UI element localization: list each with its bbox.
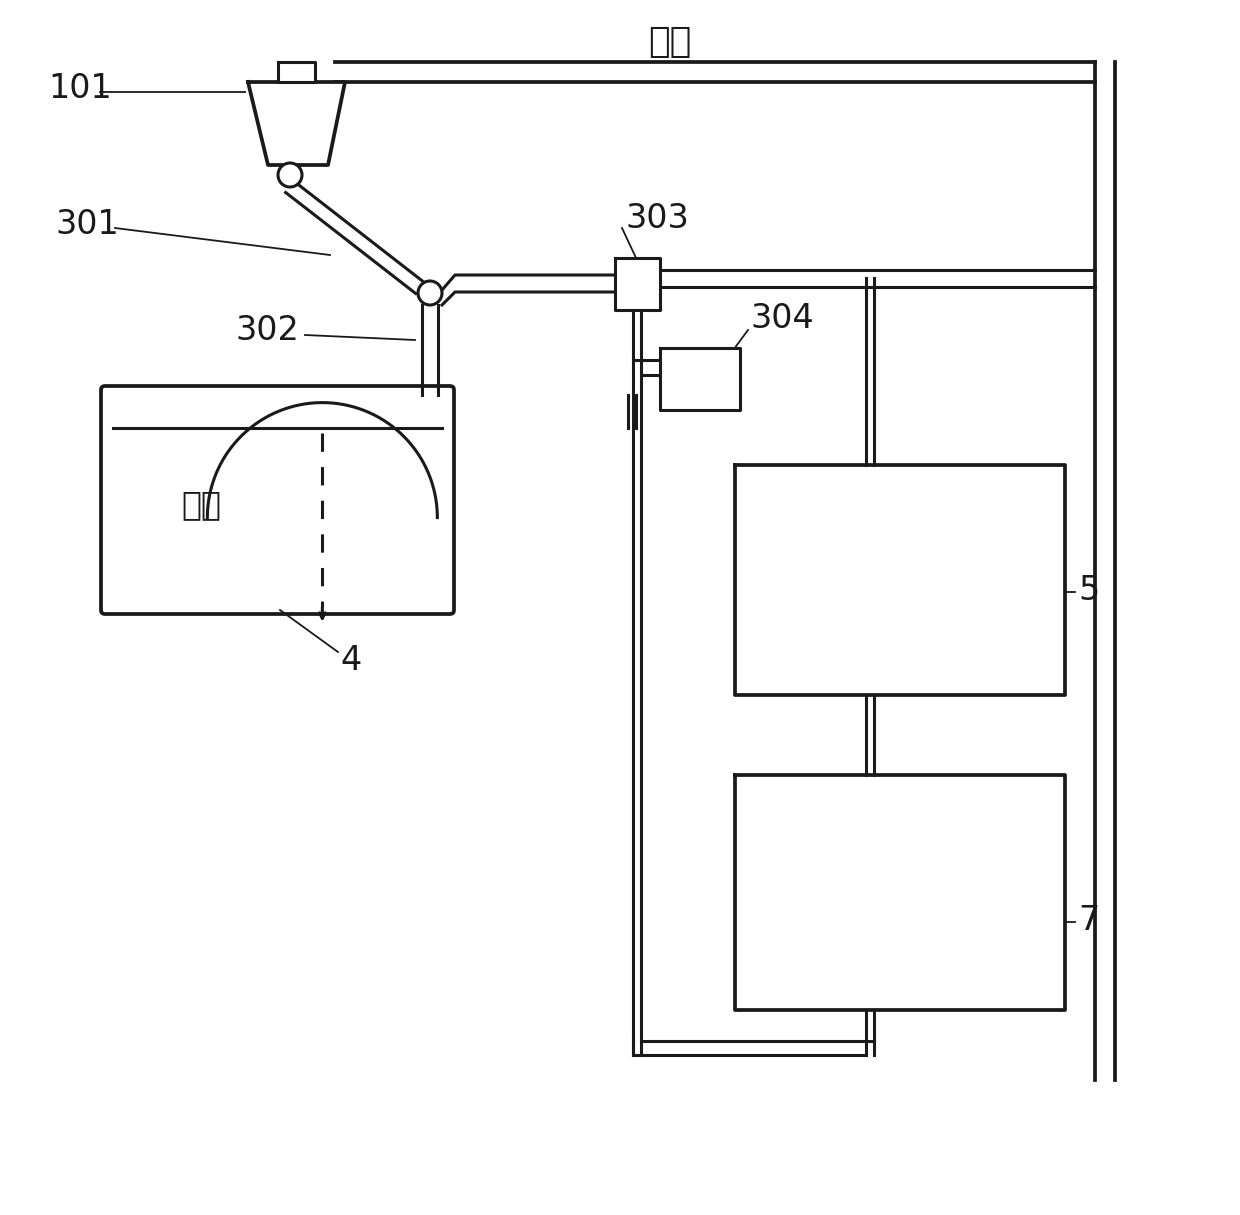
Text: 303: 303 <box>625 202 688 234</box>
Text: 7: 7 <box>1078 904 1099 937</box>
Text: 302: 302 <box>236 313 299 346</box>
Circle shape <box>418 281 441 305</box>
Polygon shape <box>248 81 345 165</box>
Text: 手指: 手指 <box>181 488 222 521</box>
Polygon shape <box>615 258 660 310</box>
Circle shape <box>278 163 303 187</box>
Text: 301: 301 <box>55 209 119 242</box>
FancyBboxPatch shape <box>100 386 454 614</box>
Polygon shape <box>278 62 315 81</box>
Polygon shape <box>735 775 1065 1010</box>
Polygon shape <box>735 465 1065 695</box>
Text: 101: 101 <box>48 72 112 104</box>
Polygon shape <box>660 347 740 409</box>
Text: 4: 4 <box>340 644 361 677</box>
Text: 304: 304 <box>750 301 813 334</box>
Text: 驱动: 驱动 <box>649 26 692 60</box>
Text: 5: 5 <box>1078 573 1099 606</box>
